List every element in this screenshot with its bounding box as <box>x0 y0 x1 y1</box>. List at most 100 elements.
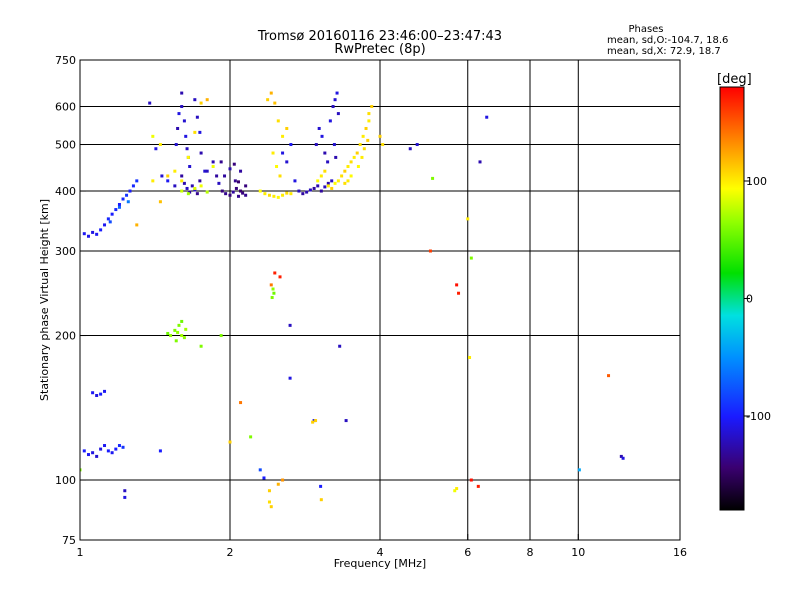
data-point-series-1 <box>273 101 277 105</box>
data-point-series-0 <box>262 476 266 480</box>
data-point-series-0 <box>319 189 323 193</box>
data-point-series-1 <box>174 339 178 343</box>
data-point-series-0 <box>184 134 188 138</box>
data-point-series-0 <box>103 444 107 448</box>
data-point-series-1 <box>607 374 611 378</box>
data-point-series-1 <box>289 192 293 196</box>
data-point-series-1 <box>343 169 347 173</box>
data-point-series-0 <box>190 184 194 188</box>
data-point-series-0 <box>91 230 95 234</box>
data-point-series-0 <box>323 185 327 189</box>
data-point-series-0 <box>95 454 99 458</box>
data-point-series-0 <box>135 179 139 183</box>
x-axis: 1 2 4 6 8 10 16 <box>77 534 687 559</box>
y-tick-label: 600 <box>55 101 76 114</box>
data-point-series-0 <box>195 115 199 119</box>
data-point-series-0 <box>117 205 121 209</box>
data-point-series-0 <box>103 389 107 393</box>
data-point-series-1 <box>367 112 371 116</box>
x-tick-label: 1 <box>77 546 84 559</box>
data-point-series-1 <box>340 174 344 178</box>
data-point-series-1 <box>431 176 435 180</box>
data-point-series-1 <box>276 119 280 123</box>
data-point-series-0 <box>188 164 192 168</box>
x-tick-label: 2 <box>227 546 234 559</box>
data-point-series-0 <box>289 143 293 147</box>
data-point-series-1 <box>352 155 356 159</box>
data-point-series-0 <box>154 147 158 151</box>
data-point-series-0 <box>123 495 127 499</box>
data-point-series-0 <box>195 192 199 196</box>
data-point-series-1 <box>239 401 243 405</box>
data-point-series-0 <box>185 147 189 151</box>
data-point-series-0 <box>126 200 130 204</box>
data-point-series-0 <box>336 112 340 116</box>
data-point-series-0 <box>182 119 186 123</box>
data-point-series-1 <box>323 169 327 173</box>
data-point-series-1 <box>166 331 170 335</box>
data-point-series-1 <box>269 91 273 95</box>
data-point-series-0 <box>82 232 86 236</box>
data-point-series-1 <box>346 179 350 183</box>
data-point-series-0 <box>91 451 95 455</box>
data-point-series-0 <box>205 169 209 173</box>
data-point-series-0 <box>173 184 177 188</box>
data-point-series-0 <box>220 189 224 193</box>
data-point-series-0 <box>328 119 332 123</box>
data-point-series-1 <box>349 160 353 164</box>
y-tick-label: 500 <box>55 139 76 152</box>
data-point-series-1 <box>330 186 334 190</box>
data-point-series-0 <box>301 192 305 196</box>
data-point-series-0 <box>198 179 202 183</box>
data-point-series-0 <box>244 193 248 197</box>
data-point-series-0 <box>485 115 489 119</box>
data-point-series-0 <box>478 160 482 164</box>
data-point-series-1 <box>378 134 382 138</box>
data-point-series-1 <box>211 164 215 168</box>
data-point-series-1 <box>364 126 368 130</box>
stats-line-x: mean, sd,X: 72.9, 18.7 <box>607 46 721 57</box>
data-point-series-0 <box>166 179 170 183</box>
data-point-series-0 <box>188 190 192 194</box>
data-point-series-0 <box>244 184 248 188</box>
data-point-series-0 <box>158 449 162 453</box>
colorbar-tick-label: 0 <box>746 293 753 306</box>
data-point-series-0 <box>121 197 125 201</box>
data-point-series-0 <box>82 449 86 453</box>
y-tick-label: 75 <box>62 534 76 547</box>
data-point-series-0 <box>323 151 327 155</box>
data-point-series-1 <box>135 223 139 227</box>
data-point-series-0 <box>125 193 129 197</box>
data-point-series-0 <box>293 179 297 183</box>
data-point-series-1 <box>285 191 289 195</box>
x-tick-label: 10 <box>571 546 585 559</box>
data-point-series-1 <box>267 193 271 197</box>
data-point-series-0 <box>228 193 232 197</box>
data-point-series-0 <box>217 181 221 185</box>
data-point-series-0 <box>316 184 320 188</box>
data-point-series-1 <box>273 271 277 275</box>
y-tick-label: 200 <box>55 330 76 343</box>
data-point-series-0 <box>193 188 197 192</box>
data-point-series-0 <box>335 91 339 95</box>
data-point-series-0 <box>86 234 90 238</box>
data-point-series-1 <box>182 336 186 340</box>
data-point-series-1 <box>281 193 285 197</box>
data-point-series-0 <box>180 174 184 178</box>
data-point-series-1 <box>158 143 162 147</box>
data-point-series-0 <box>333 98 337 102</box>
data-point-series-1 <box>272 194 276 198</box>
stats-heading: Phases <box>628 24 663 35</box>
data-point-series-0 <box>160 174 164 178</box>
data-point-series-0 <box>199 151 203 155</box>
data-point-series-1 <box>80 468 82 472</box>
data-point-series-1 <box>271 287 275 291</box>
data-point-series-1 <box>199 184 203 188</box>
colorbar <box>719 86 745 511</box>
data-point-series-1 <box>270 296 274 300</box>
data-point-series-1 <box>381 143 385 147</box>
data-point-series-1 <box>276 195 280 199</box>
data-point-series-1 <box>355 151 359 155</box>
data-point-series-1 <box>455 487 459 491</box>
